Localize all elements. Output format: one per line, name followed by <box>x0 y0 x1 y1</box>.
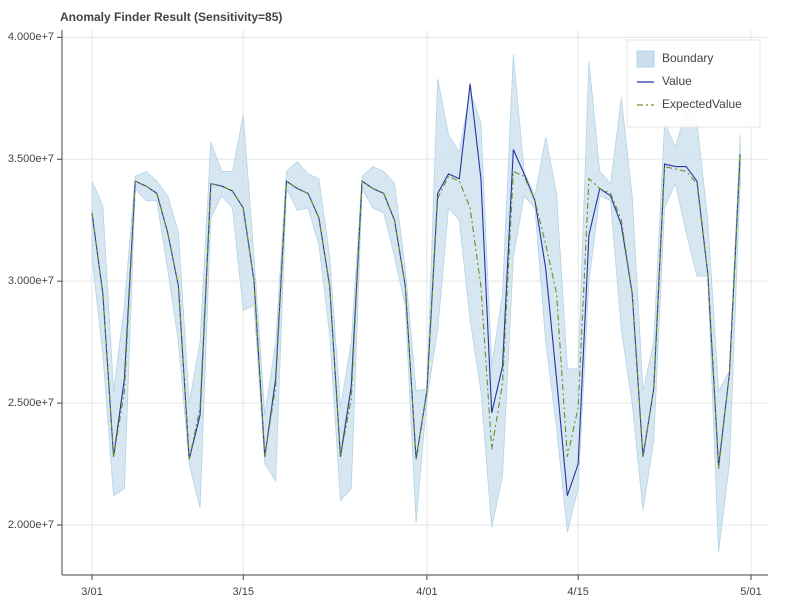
series-line <box>91 154 741 469</box>
x-tick-label: 4/15 <box>567 586 588 598</box>
legend-label: Boundary <box>662 51 713 65</box>
y-tick-label: 2.500e+7 <box>8 397 54 409</box>
x-tick-label: 3/15 <box>233 586 254 598</box>
boundary-band <box>91 54 741 552</box>
chart-title: Anomaly Finder Result (Sensitivity=85) <box>60 10 282 24</box>
y-tick-label: 4.000e+7 <box>8 31 54 43</box>
y-tick-label: 3.500e+7 <box>8 153 54 165</box>
x-tick-label: 3/01 <box>81 586 102 598</box>
legend-swatch <box>636 50 655 68</box>
x-tick-label: 5/01 <box>740 586 761 598</box>
x-tick-label: 4/01 <box>416 586 437 598</box>
y-tick-label: 3.000e+7 <box>8 275 54 287</box>
legend-label: Value <box>662 74 692 88</box>
legend-label: ExpectedValue <box>662 97 742 111</box>
y-tick-label: 2.000e+7 <box>8 519 54 531</box>
